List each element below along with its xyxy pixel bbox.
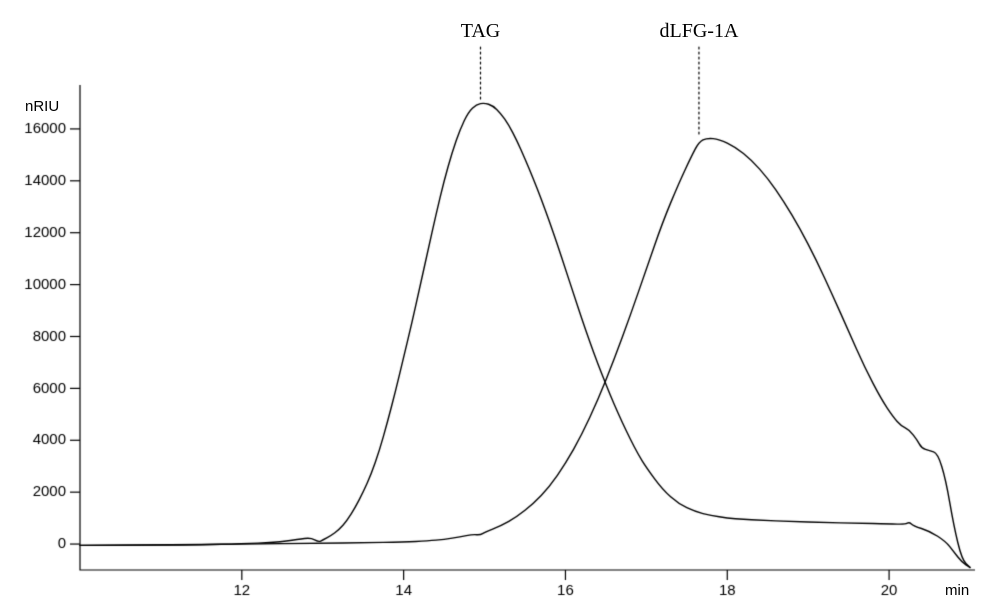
chromatogram-chart xyxy=(0,0,1000,610)
peak-label-tag: TAG xyxy=(461,20,501,43)
peak-label-dlfg1a: dLFG-1A xyxy=(660,20,739,43)
x-axis-label: min xyxy=(945,582,969,599)
y-axis-label: nRIU xyxy=(25,98,59,115)
